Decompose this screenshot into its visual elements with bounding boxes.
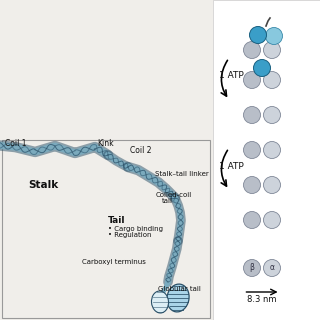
Text: Stalk: Stalk [28,180,58,190]
Circle shape [263,212,281,228]
Circle shape [266,28,283,44]
Text: Coil 2: Coil 2 [130,146,151,155]
Circle shape [263,71,281,89]
Circle shape [253,60,270,76]
Circle shape [244,71,260,89]
Circle shape [244,177,260,194]
Text: tail: tail [162,198,173,204]
Text: Coil 1: Coil 1 [5,139,27,148]
Circle shape [263,141,281,158]
Text: 8.3 nm: 8.3 nm [247,295,277,304]
Text: 1 ATP: 1 ATP [219,162,244,171]
Circle shape [244,212,260,228]
Text: Tail: Tail [108,216,125,225]
Circle shape [244,260,260,276]
Circle shape [250,27,267,44]
Circle shape [244,42,260,59]
Ellipse shape [151,291,169,313]
Text: 1 ATP: 1 ATP [219,71,244,80]
Text: Globular tail: Globular tail [158,286,201,292]
Circle shape [263,177,281,194]
Text: β: β [250,263,254,273]
Text: Stalk–tail linker: Stalk–tail linker [155,171,209,177]
Ellipse shape [167,284,189,312]
Circle shape [263,107,281,124]
Circle shape [244,107,260,124]
Circle shape [263,260,281,276]
Text: • Regulation: • Regulation [108,232,151,238]
Bar [213,0,320,320]
Circle shape [263,42,281,59]
Text: α: α [269,263,275,273]
Bar [2,140,210,318]
Circle shape [244,141,260,158]
Text: Kink: Kink [97,139,114,148]
Text: Coiled-coil: Coiled-coil [156,192,192,198]
Text: • Cargo binding: • Cargo binding [108,226,163,232]
Text: Carboxyl terminus: Carboxyl terminus [82,259,146,265]
